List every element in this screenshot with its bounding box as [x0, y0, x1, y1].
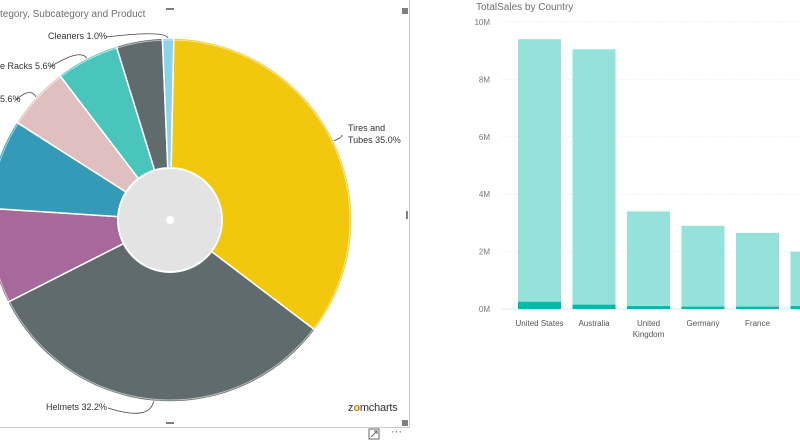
more-options-icon[interactable]: ···	[391, 426, 402, 438]
x-tick-label: Australia	[578, 319, 610, 328]
focus-mode-icon[interactable]	[368, 428, 380, 443]
pie-slice-label: Helmets 32.2%	[46, 402, 107, 412]
pie-slice[interactable]	[169, 37, 353, 332]
y-tick-label: 10M	[474, 18, 490, 27]
pie-leader-line	[107, 401, 154, 414]
pie-slice-label: Tires and Tubes 35.0%	[348, 123, 401, 145]
bar[interactable]	[681, 225, 725, 309]
resize-handle-right[interactable]	[406, 211, 408, 219]
x-tick-label: France	[745, 319, 770, 328]
y-tick-label: 8M	[479, 75, 490, 84]
bar-highlight-segment[interactable]	[736, 306, 779, 309]
bar-highlight-segment[interactable]	[572, 304, 616, 309]
pie-leader-line	[105, 33, 169, 39]
x-tick-label: Germany	[687, 319, 720, 328]
pie-leader-line	[333, 134, 343, 142]
pie-chart-visual[interactable]: tegory, Subcategory and Product Tires an…	[0, 0, 410, 428]
pie-slice-label: 5.6%	[0, 94, 21, 104]
pie-leader-line	[49, 54, 88, 68]
bar-chart-title: TotalSales by Country	[476, 2, 574, 13]
resize-handle-bottom-right[interactable]	[402, 420, 408, 426]
resize-handle-bottom[interactable]	[166, 422, 174, 424]
bar[interactable]	[518, 39, 561, 309]
x-tick-label: United Kingdom	[633, 319, 665, 339]
y-tick-label: 6M	[479, 133, 490, 142]
pie-chart[interactable]: Tires and Tubes 35.0% Helmets 32.2% 5.6% e R…	[0, 0, 410, 428]
resize-handle-top-right[interactable]	[402, 8, 408, 14]
y-tick-label: 0M	[479, 305, 490, 314]
bar-chart[interactable]: 0M 2M 4M 6M 8M 10M United States Australia Unite…	[470, 0, 800, 445]
bar-highlight-segment[interactable]	[790, 306, 800, 309]
bar-highlight-segment[interactable]	[681, 306, 725, 309]
pie-slice-label: e Racks 5.6%	[0, 61, 56, 71]
bar[interactable]	[627, 211, 670, 309]
resize-handle-top[interactable]	[166, 8, 174, 10]
bar[interactable]	[790, 251, 800, 309]
y-tick-label: 2M	[479, 248, 490, 257]
y-tick-label: 4M	[479, 190, 490, 199]
bar[interactable]	[736, 232, 779, 309]
pie-slice-label: Cleaners 1.0%	[48, 31, 107, 41]
bar-highlight-segment[interactable]	[518, 301, 561, 309]
bar-highlight-segment[interactable]	[627, 306, 670, 309]
pie-outer-ring	[0, 39, 351, 401]
bar[interactable]	[572, 49, 616, 310]
pie-leader-line	[15, 92, 37, 101]
x-tick-label: United States	[515, 319, 563, 328]
pie-slice[interactable]	[6, 219, 317, 403]
zoomcharts-logo: zomcharts	[348, 402, 398, 414]
pie-center-dot	[166, 216, 174, 224]
pie-chart-title: tegory, Subcategory and Product	[0, 9, 146, 20]
